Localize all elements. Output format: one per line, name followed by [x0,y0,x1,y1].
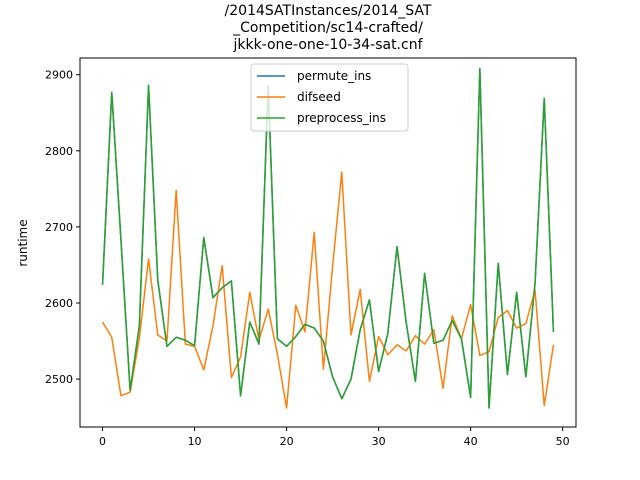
title-line-3: jkkk-one-one-10-34-sat.cnf [232,37,423,53]
chart-title: /2014SATInstances/2014_SAT _Competition/… [225,3,432,53]
y-axis: 2500 2600 2700 2800 2900 [45,69,80,386]
legend-label-permute_ins: permute_ins [297,69,371,83]
y-tick-label: 2800 [45,145,73,158]
legend-label-preprocess_ins: preprocess_ins [297,111,386,125]
series-line-preprocess_ins [101,67,555,409]
y-axis-label: runtime [16,219,30,266]
legend-label-difseed: difseed [297,90,341,104]
title-line-1: /2014SATInstances/2014_SAT [225,3,432,19]
legend-box [250,63,409,132]
x-tick-label: 30 [372,435,386,448]
x-axis: 0 10 20 30 40 50 [99,427,570,448]
y-tick-label: 2500 [45,373,73,386]
series-line-difseed [101,171,555,409]
x-tick-label: 10 [188,435,202,448]
y-tick-label: 2700 [45,221,73,234]
plot-frame [79,57,577,428]
x-tick-label: 40 [464,435,478,448]
x-tick-label: 20 [280,435,294,448]
y-tick-label: 2600 [45,297,73,310]
x-tick-label: 50 [556,435,570,448]
series-layer [101,67,555,409]
title-line-2: _Competition/sc14-crafted/ [232,20,423,36]
y-tick-label: 2900 [45,69,73,82]
x-tick-label: 0 [99,435,106,448]
